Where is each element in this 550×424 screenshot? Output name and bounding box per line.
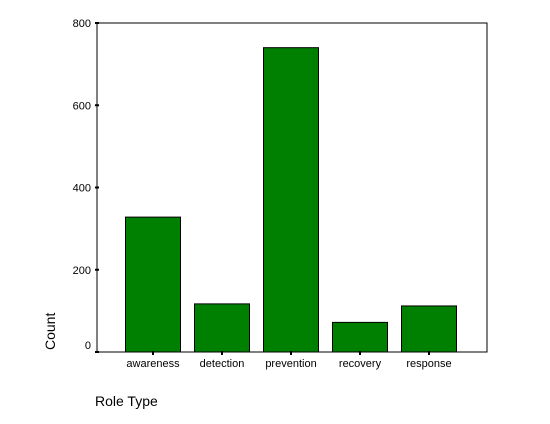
x-tick-label-recovery: recovery: [339, 358, 382, 370]
x-tick-label-awareness: awareness: [126, 358, 180, 370]
x-axis-title: Role Type: [95, 393, 158, 409]
bar-prevention: [263, 47, 319, 353]
y-tick-label: 0: [85, 340, 91, 352]
y-tick-label: 400: [73, 183, 91, 195]
bars-group: [125, 47, 457, 353]
y-axis-ticks: 0 200 400 600 800: [73, 18, 99, 353]
bar-awareness: [125, 216, 181, 353]
y-tick-label: 600: [73, 100, 91, 112]
x-axis-tick-labels: awareness detection prevention recovery resp…: [126, 351, 452, 370]
y-axis-title: Count: [42, 313, 58, 350]
y-tick-label: 200: [73, 265, 91, 277]
bar-recovery: [332, 321, 388, 353]
x-tick-label-detection: detection: [200, 358, 245, 370]
x-tick-label-response: response: [406, 358, 451, 370]
x-tick-label-prevention: prevention: [265, 358, 316, 370]
bar-response: [401, 305, 457, 353]
y-tick-label: 800: [73, 18, 91, 30]
bar-detection: [194, 303, 250, 353]
